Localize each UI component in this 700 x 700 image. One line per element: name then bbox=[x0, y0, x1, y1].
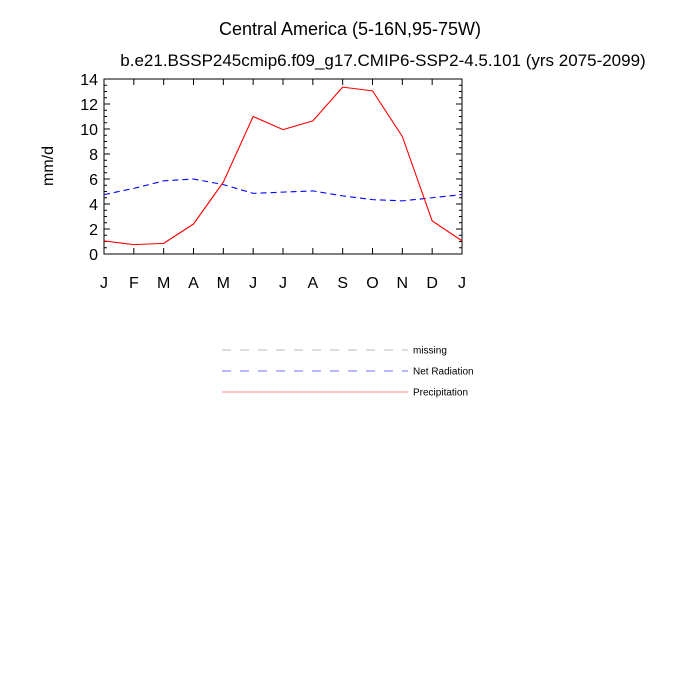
y-tick-label: 0 bbox=[89, 247, 98, 264]
x-tick-label: J bbox=[279, 275, 287, 292]
chart-subtitle: b.e21.BSSP245cmip6.f09_g17.CMIP6-SSP2-4.… bbox=[120, 51, 645, 70]
chart-title: Central America (5-16N,95-75W) bbox=[219, 19, 481, 39]
x-tick-label: J bbox=[458, 275, 466, 292]
x-tick-label: D bbox=[426, 275, 438, 292]
legend-label-missing: missing bbox=[413, 346, 447, 357]
x-tick-label: A bbox=[188, 275, 199, 292]
x-tick-label: M bbox=[217, 275, 230, 292]
y-tick-label: 12 bbox=[80, 97, 98, 114]
x-tick-label: J bbox=[249, 275, 257, 292]
series-line-net-radiation bbox=[103, 178, 463, 202]
legend: missing Net Radiation Precipitation bbox=[222, 346, 474, 399]
legend-label-precipitation: Precipitation bbox=[413, 388, 468, 399]
x-tick-label: J bbox=[100, 275, 108, 292]
y-tick-label: 8 bbox=[89, 147, 98, 164]
x-tick-label: O bbox=[366, 275, 378, 292]
y-axis-label: mm/d bbox=[40, 146, 57, 186]
legend-label-net-radiation: Net Radiation bbox=[413, 367, 474, 378]
y-tick-label: 6 bbox=[89, 172, 98, 189]
x-tick-label: A bbox=[307, 275, 318, 292]
x-tick-label: M bbox=[157, 275, 170, 292]
x-tick-label: F bbox=[129, 275, 139, 292]
x-tick-label: S bbox=[337, 275, 348, 292]
y-tick-label: 4 bbox=[89, 197, 98, 214]
y-tick-label: 14 bbox=[80, 72, 98, 89]
x-tick-label: N bbox=[397, 275, 409, 292]
series-line-precipitation bbox=[103, 86, 463, 246]
plot-frame bbox=[103, 78, 463, 255]
y-tick-label: 10 bbox=[80, 122, 98, 139]
y-tick-label: 2 bbox=[89, 222, 98, 239]
plot-area: 0 2 4 6 8 10 12 14 J F M A M J J A S O N D J bbox=[80, 72, 466, 292]
